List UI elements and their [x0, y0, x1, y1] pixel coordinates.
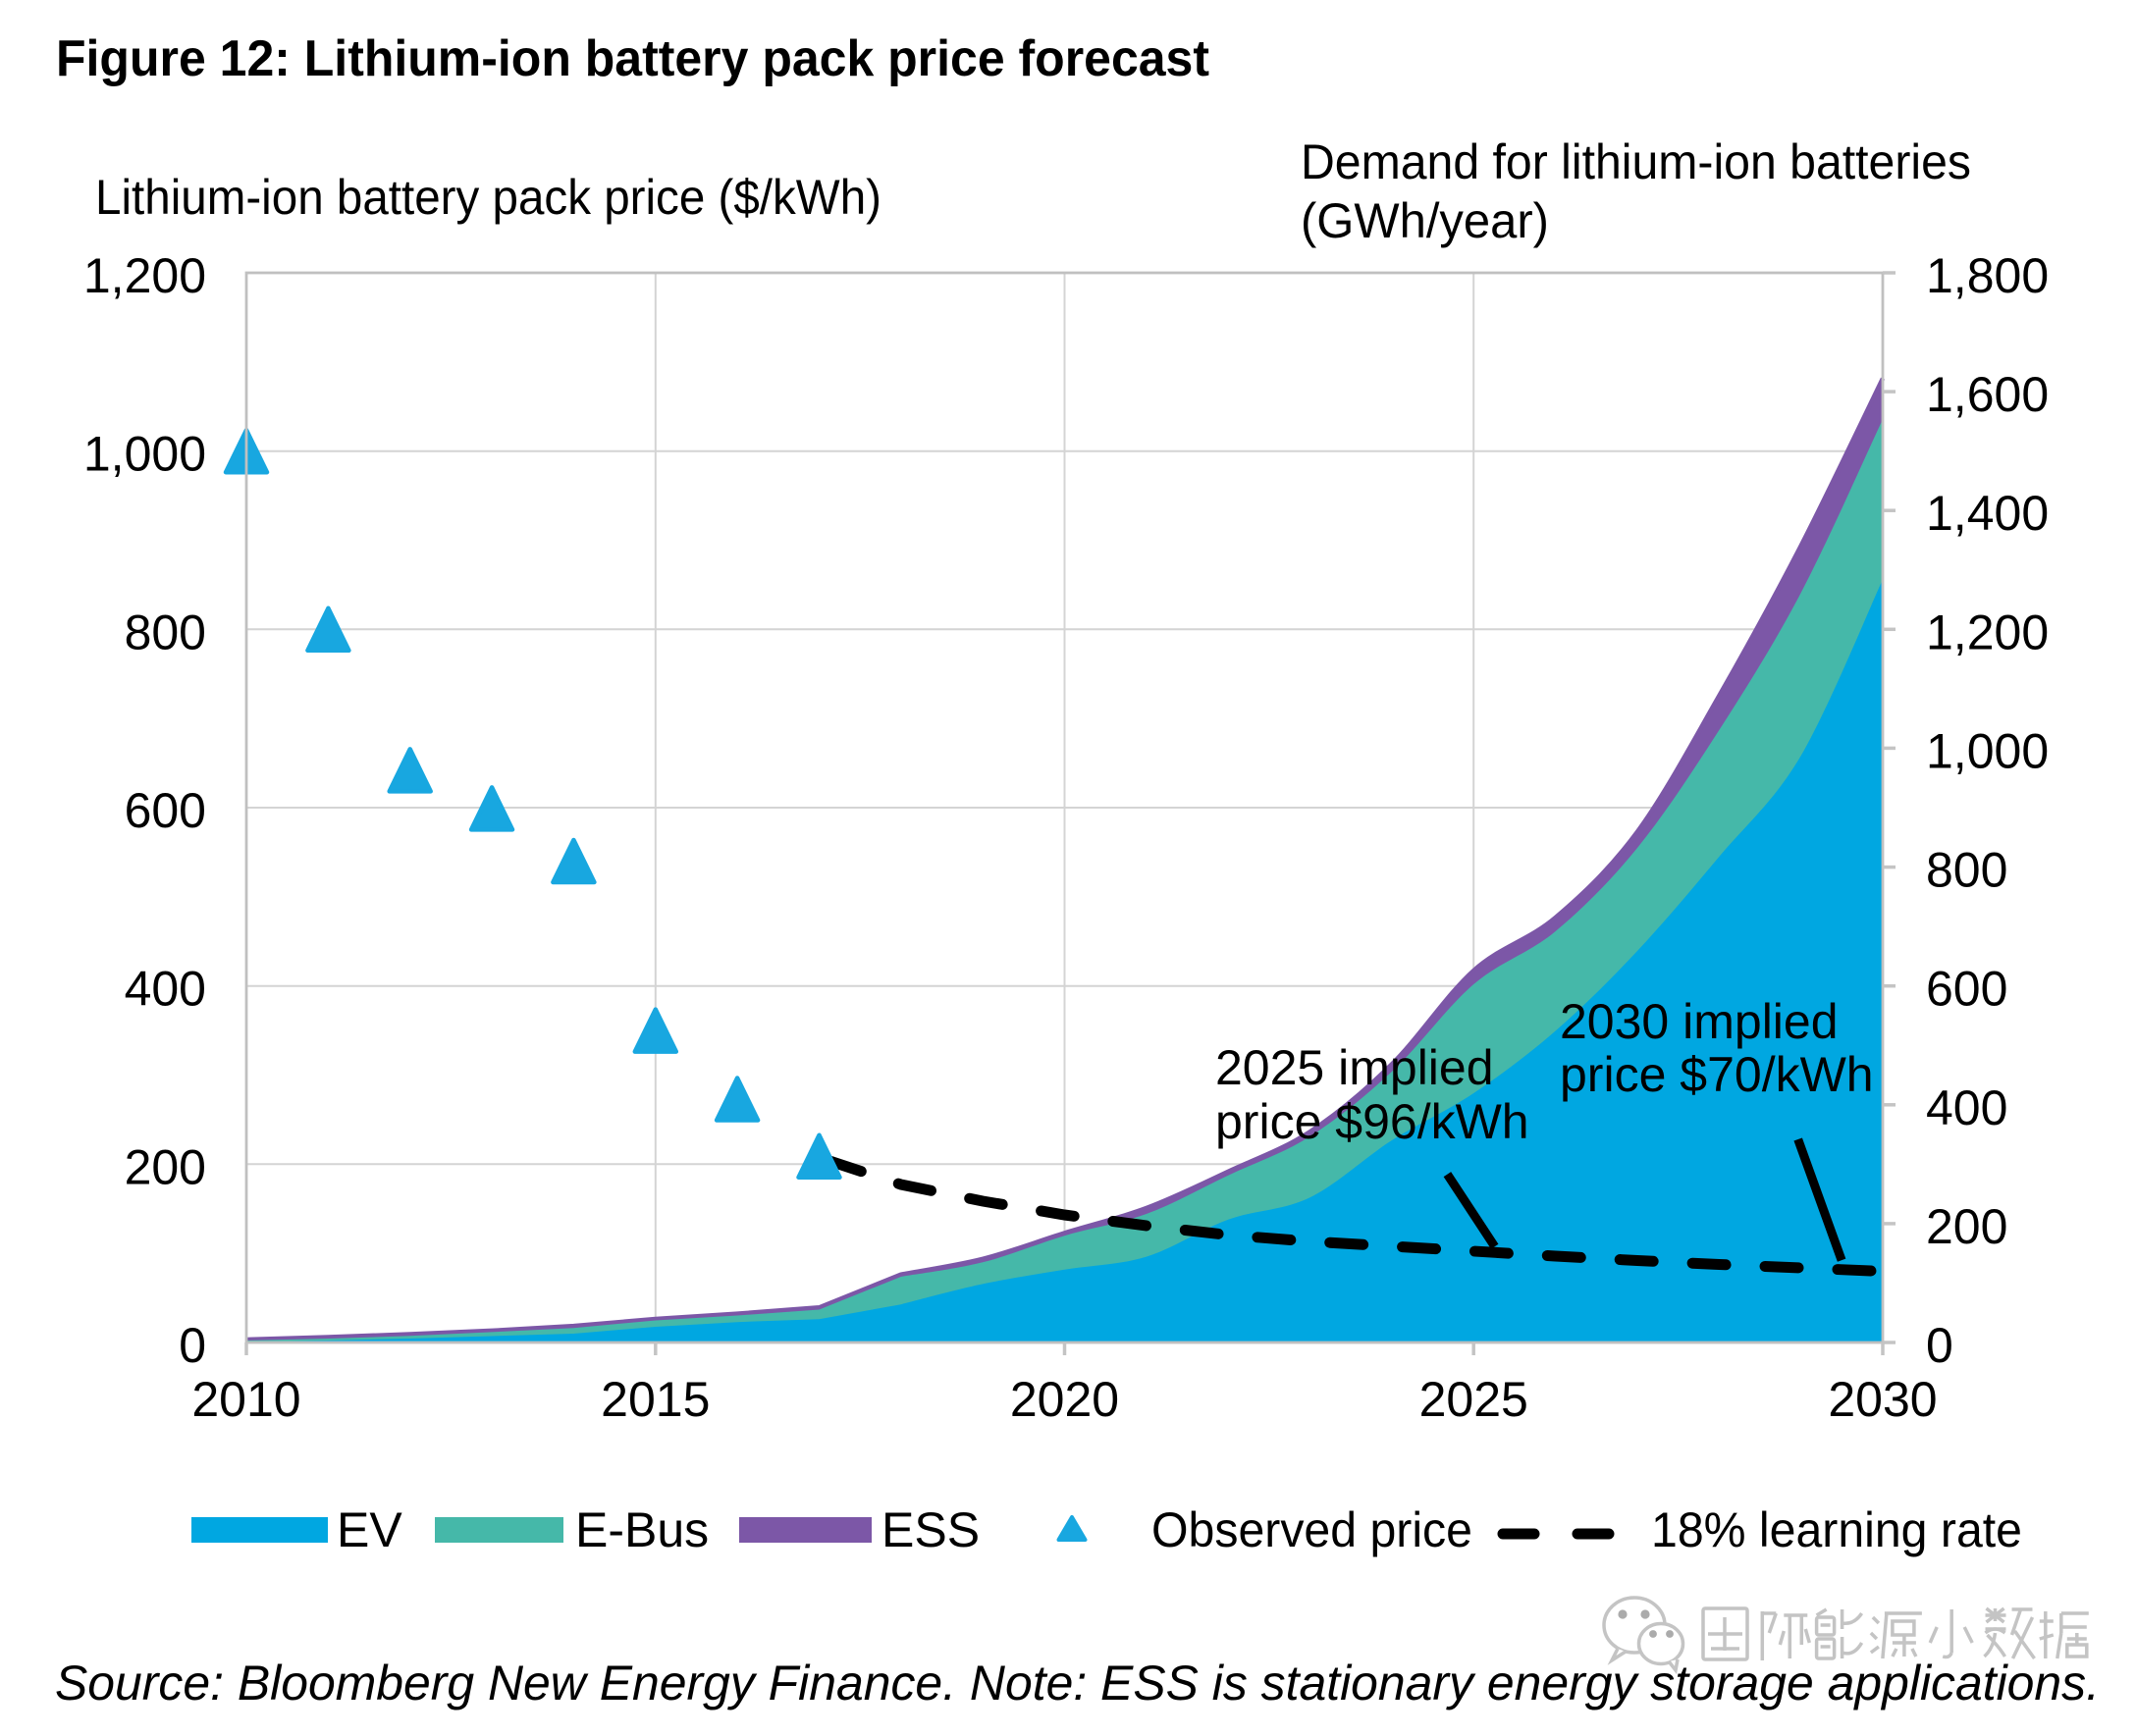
svg-text:0: 0: [179, 1318, 206, 1373]
svg-text:800: 800: [125, 605, 206, 659]
svg-text:400: 400: [125, 962, 206, 1017]
svg-text:Source: Bloomberg New Energy F: Source: Bloomberg New Energy Finance. No…: [55, 1656, 2100, 1710]
svg-text:Demand for lithium-ion batteri: Demand for lithium-ion batteries: [1301, 134, 1971, 189]
svg-text:2030 implied: 2030 implied: [1560, 994, 1839, 1049]
svg-text:2030: 2030: [1828, 1372, 1937, 1427]
svg-text:2015: 2015: [601, 1372, 710, 1427]
svg-text:1,200: 1,200: [1926, 605, 2049, 659]
svg-text:(GWh/year): (GWh/year): [1301, 193, 1549, 248]
svg-text:1,400: 1,400: [1926, 486, 2049, 541]
svg-text:2025 implied: 2025 implied: [1215, 1040, 1494, 1095]
svg-text:2010: 2010: [191, 1372, 300, 1427]
svg-text:2020: 2020: [1010, 1372, 1119, 1427]
svg-text:Observed price: Observed price: [1151, 1502, 1472, 1557]
svg-text:2025: 2025: [1419, 1372, 1528, 1427]
svg-text:price $96/kWh: price $96/kWh: [1215, 1094, 1529, 1149]
svg-text:0: 0: [1926, 1318, 1953, 1373]
svg-text:200: 200: [125, 1139, 206, 1194]
svg-text:1,600: 1,600: [1926, 367, 2049, 422]
svg-text:1,200: 1,200: [83, 248, 206, 303]
svg-text:200: 200: [1926, 1199, 2007, 1254]
svg-text:600: 600: [1926, 962, 2007, 1017]
svg-text:ESS: ESS: [881, 1502, 980, 1557]
svg-text:E-Bus: E-Bus: [575, 1502, 709, 1557]
svg-text:1,000: 1,000: [1926, 723, 2049, 778]
svg-text:400: 400: [1926, 1080, 2007, 1135]
svg-text:18% learning rate: 18% learning rate: [1651, 1502, 2022, 1557]
svg-text:Lithium-ion battery pack price: Lithium-ion battery pack price ($/kWh): [95, 170, 881, 225]
svg-text:1,800: 1,800: [1926, 248, 2049, 303]
svg-text:1,000: 1,000: [83, 427, 206, 482]
svg-text:Figure 12: Lithium-ion battery: Figure 12: Lithium-ion battery pack pric…: [56, 30, 1209, 87]
svg-text:600: 600: [125, 783, 206, 838]
svg-text:EV: EV: [337, 1502, 402, 1557]
svg-text:800: 800: [1926, 843, 2007, 898]
svg-text:price $70/kWh: price $70/kWh: [1560, 1047, 1874, 1102]
